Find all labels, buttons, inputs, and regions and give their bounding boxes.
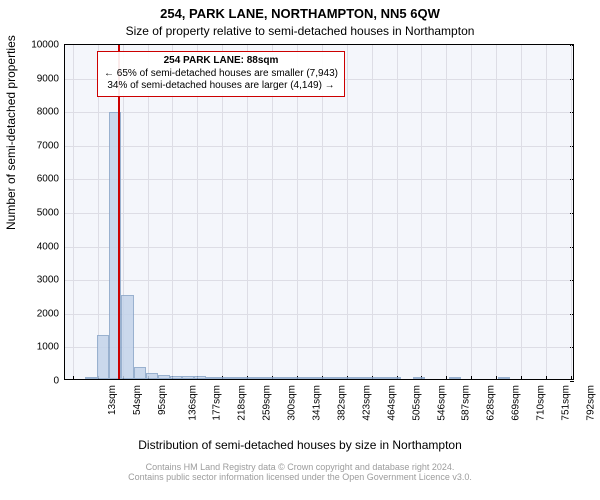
ytick-label: 1000 — [37, 342, 59, 353]
histogram-bar — [376, 377, 388, 379]
histogram-bar — [413, 377, 425, 379]
histogram-bar — [498, 377, 510, 379]
xtick-label: 710sqm — [536, 385, 547, 421]
xtick-mark — [446, 376, 447, 380]
xtick-label: 300sqm — [287, 385, 298, 421]
histogram-bar — [146, 373, 158, 379]
annotation-line: ← 65% of semi-detached houses are smalle… — [104, 68, 338, 81]
xtick-label: 136sqm — [187, 385, 198, 421]
annotation-line: 254 PARK LANE: 88sqm — [104, 55, 338, 68]
xtick-label: 587sqm — [461, 385, 472, 421]
ytick-label: 5000 — [37, 208, 59, 219]
histogram-bar — [389, 377, 401, 379]
histogram-bar — [304, 377, 316, 379]
plot-area: 0100020003000400050006000700080009000100… — [64, 44, 574, 380]
xtick-label: 792sqm — [585, 385, 596, 421]
histogram-bar — [97, 335, 109, 379]
xtick-label: 177sqm — [212, 385, 223, 421]
histogram-bar — [328, 377, 340, 379]
ytick-label: 4000 — [37, 241, 59, 252]
ytick-label: 0 — [53, 376, 59, 387]
ytick-label: 7000 — [37, 140, 59, 151]
gridline-v — [347, 45, 348, 379]
xtick-label: 218sqm — [237, 385, 248, 421]
histogram-bar — [219, 377, 231, 379]
histogram-bar — [279, 377, 291, 379]
annotation-line: 34% of semi-detached houses are larger (… — [104, 80, 338, 93]
histogram-bar — [85, 377, 97, 379]
histogram-bar — [182, 376, 194, 379]
xtick-label: 669sqm — [511, 385, 522, 421]
xtick-label: 54sqm — [132, 385, 143, 415]
histogram-bar — [340, 377, 352, 379]
gridline-v — [546, 45, 547, 379]
xtick-mark — [521, 376, 522, 380]
gridline-v — [521, 45, 522, 379]
histogram-bar — [206, 377, 218, 379]
histogram-bar — [364, 377, 376, 379]
xtick-mark — [546, 376, 547, 380]
histogram-bar — [231, 377, 243, 379]
xtick-label: 423sqm — [361, 385, 372, 421]
gridline-v — [471, 45, 472, 379]
annotation-box: 254 PARK LANE: 88sqm← 65% of semi-detach… — [97, 51, 345, 97]
ytick-label: 3000 — [37, 275, 59, 286]
xtick-label: 259sqm — [262, 385, 273, 421]
xtick-mark — [471, 376, 472, 380]
gridline-v — [571, 45, 572, 379]
gridline-v — [73, 45, 74, 379]
ytick-label: 10000 — [31, 40, 59, 51]
gridline-v — [446, 45, 447, 379]
xtick-label: 751sqm — [561, 385, 572, 421]
ytick-label: 9000 — [37, 73, 59, 84]
histogram-bar — [243, 377, 255, 379]
xtick-label: 505sqm — [411, 385, 422, 421]
histogram-bar — [352, 377, 364, 379]
gridline-v — [372, 45, 373, 379]
xtick-mark — [73, 376, 74, 380]
xtick-label: 382sqm — [337, 385, 348, 421]
xtick-label: 464sqm — [386, 385, 397, 421]
gridline-v — [397, 45, 398, 379]
xtick-mark — [571, 376, 572, 380]
ytick-label: 8000 — [37, 107, 59, 118]
chart-subtitle: Size of property relative to semi-detach… — [0, 24, 600, 38]
histogram-bar — [316, 377, 328, 379]
histogram-bar — [194, 376, 206, 379]
histogram-bar — [121, 295, 133, 379]
gridline-v — [496, 45, 497, 379]
attribution-line: Contains HM Land Registry data © Crown c… — [0, 462, 600, 472]
attribution-line: Contains public sector information licen… — [0, 472, 600, 482]
histogram-bar — [291, 377, 303, 379]
histogram-bar — [255, 377, 267, 379]
histogram-bar — [170, 376, 182, 379]
xtick-label: 628sqm — [486, 385, 497, 421]
xtick-label: 341sqm — [312, 385, 323, 421]
y-axis-label: Number of semi-detached properties — [4, 35, 18, 230]
ytick-mark — [570, 381, 574, 382]
xtick-label: 546sqm — [436, 385, 447, 421]
histogram-bar — [134, 367, 146, 379]
x-axis-label: Distribution of semi-detached houses by … — [0, 438, 600, 452]
xtick-label: 95sqm — [157, 385, 168, 415]
chart-title: 254, PARK LANE, NORTHAMPTON, NN5 6QW — [0, 6, 600, 21]
histogram-bar — [158, 375, 170, 379]
ytick-label: 6000 — [37, 174, 59, 185]
gridline-v — [421, 45, 422, 379]
histogram-bar — [267, 377, 279, 379]
attribution-text: Contains HM Land Registry data © Crown c… — [0, 462, 600, 482]
histogram-bar — [449, 377, 461, 379]
xtick-label: 13sqm — [107, 385, 118, 415]
ytick-label: 2000 — [37, 308, 59, 319]
